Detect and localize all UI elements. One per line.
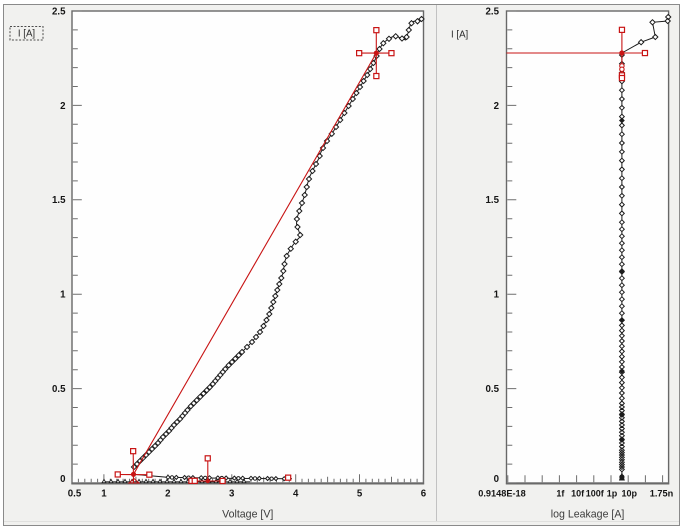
svg-text:I [A]: I [A]	[451, 30, 468, 41]
svg-text:1p: 1p	[607, 489, 618, 499]
svg-text:0: 0	[60, 474, 65, 485]
svg-text:0.5: 0.5	[52, 384, 66, 395]
svg-text:5: 5	[357, 489, 363, 500]
svg-text:I [A]: I [A]	[18, 29, 35, 40]
svg-text:1.5: 1.5	[52, 195, 66, 206]
svg-text:1f: 1f	[556, 489, 565, 499]
svg-text:0.5: 0.5	[68, 489, 82, 500]
svg-text:0.9148E-18: 0.9148E-18	[478, 489, 526, 499]
svg-text:2: 2	[494, 101, 499, 112]
svg-text:1: 1	[60, 290, 66, 301]
svg-text:log Leakage [A]: log Leakage [A]	[551, 509, 625, 521]
svg-text:10f: 10f	[571, 489, 585, 499]
svg-text:6: 6	[421, 489, 427, 500]
svg-text:1: 1	[494, 290, 500, 301]
svg-text:2.5: 2.5	[486, 6, 500, 17]
svg-text:100f: 100f	[586, 489, 605, 499]
svg-text:4: 4	[293, 489, 299, 500]
svg-text:2: 2	[165, 489, 170, 500]
svg-text:Voltage [V]: Voltage [V]	[222, 509, 273, 521]
svg-text:10p: 10p	[621, 489, 637, 499]
svg-text:1.75n: 1.75n	[650, 489, 674, 499]
svg-text:3: 3	[229, 489, 235, 500]
svg-text:2: 2	[60, 101, 65, 112]
svg-text:1.5: 1.5	[486, 195, 500, 206]
svg-text:2.5: 2.5	[52, 6, 66, 17]
svg-text:0: 0	[494, 474, 499, 485]
svg-text:1: 1	[101, 489, 107, 500]
svg-text:0.5: 0.5	[486, 384, 500, 395]
